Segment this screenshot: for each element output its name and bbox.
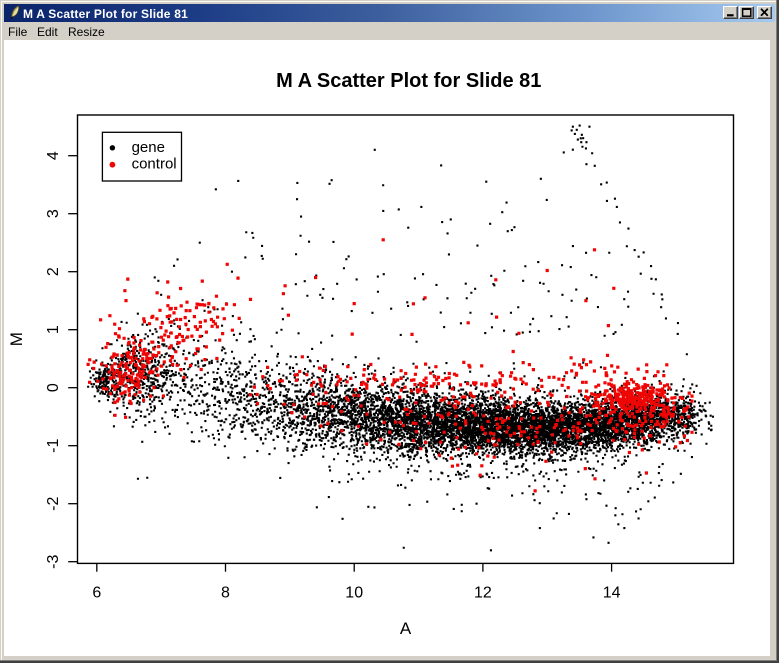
svg-text:4: 4: [45, 151, 62, 160]
svg-text:-3: -3: [45, 554, 62, 568]
svg-text:-2: -2: [45, 496, 62, 510]
svg-text:gene: gene: [132, 139, 165, 156]
svg-text:2: 2: [45, 267, 62, 276]
svg-text:1: 1: [45, 325, 62, 334]
svg-text:14: 14: [603, 585, 621, 602]
svg-text:0: 0: [45, 383, 62, 392]
svg-text:-1: -1: [45, 438, 62, 452]
svg-text:control: control: [132, 156, 177, 173]
svg-text:M: M: [7, 332, 26, 346]
svg-text:6: 6: [92, 585, 101, 602]
svg-text:3: 3: [45, 209, 62, 218]
svg-text:8: 8: [221, 585, 230, 602]
svg-text:10: 10: [345, 585, 363, 602]
svg-text:M A Scatter Plot for Slide 81: M A Scatter Plot for Slide 81: [276, 70, 541, 92]
svg-text:A: A: [400, 619, 412, 638]
svg-text:12: 12: [474, 585, 492, 602]
